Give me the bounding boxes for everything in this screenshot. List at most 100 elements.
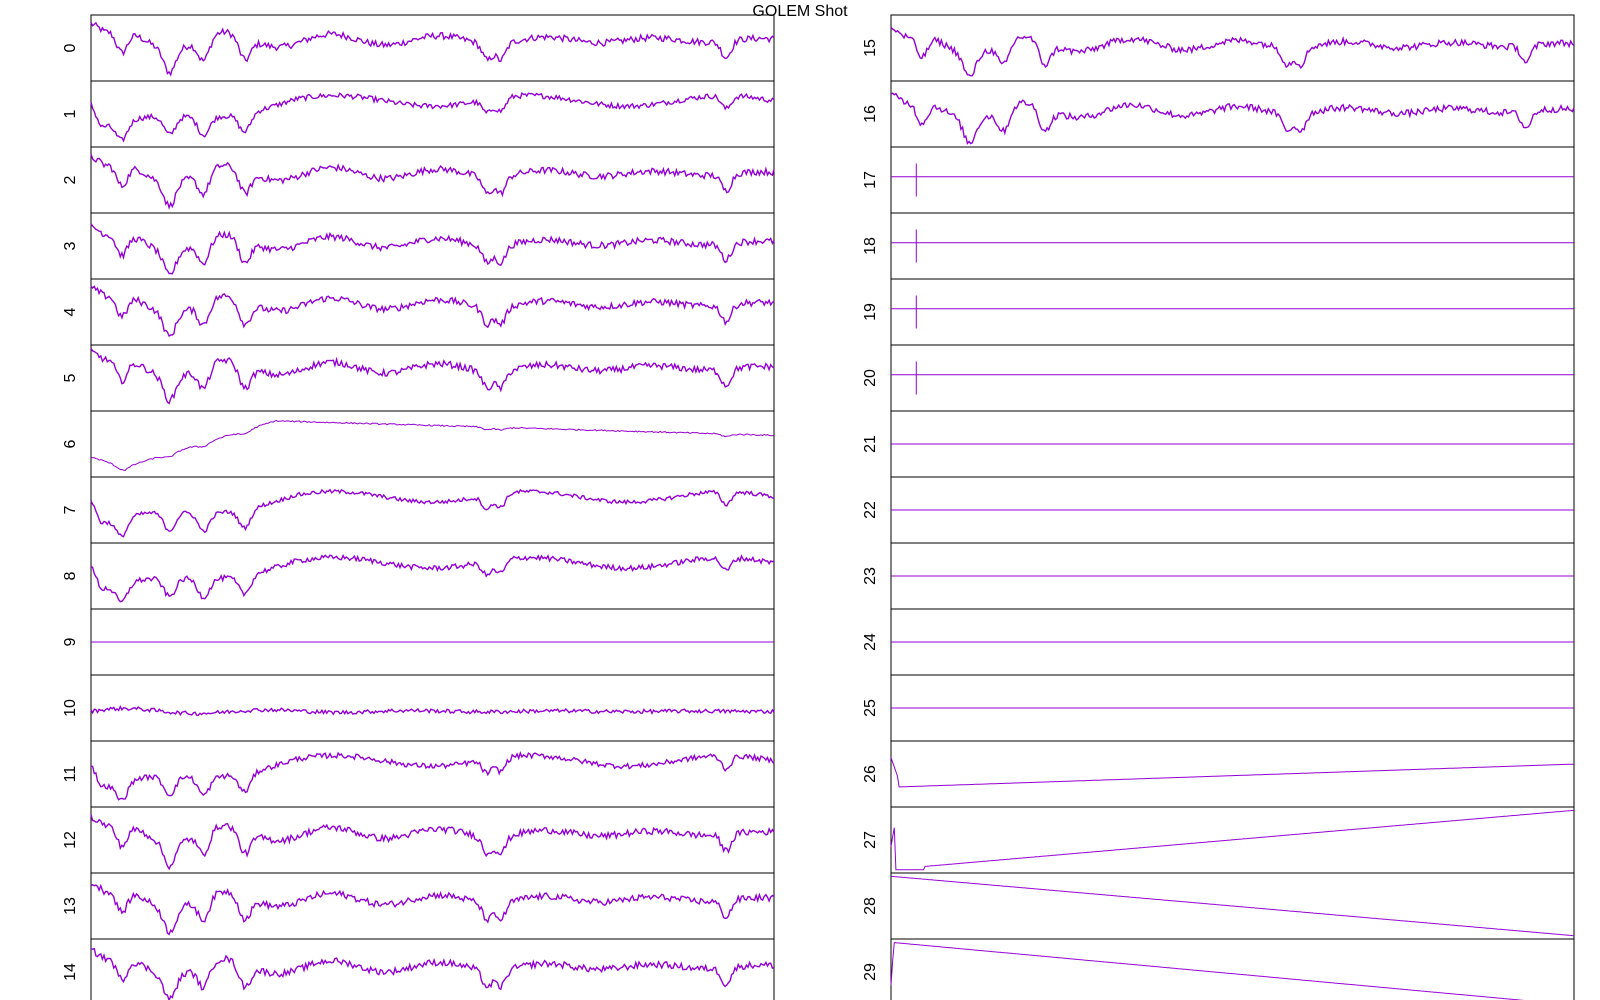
panel-2: 2 [62, 146, 775, 214]
panel-7: 7 [62, 476, 775, 544]
panel-label: 13 [62, 897, 79, 915]
panel-9: 9 [62, 608, 775, 676]
panel-label: 17 [862, 171, 879, 189]
panel-label: 4 [62, 307, 79, 316]
panel-label: 26 [862, 765, 879, 783]
panel-label: 27 [862, 831, 879, 849]
panel-1: 1 [62, 80, 775, 148]
series-line-29 [890, 942, 1526, 1000]
panel-frame [90, 542, 775, 610]
panel-frame [890, 344, 1575, 412]
panel-frame [90, 14, 775, 82]
panel-label: 7 [62, 505, 79, 514]
panel-14: 14 [62, 938, 775, 1000]
panel-frame [90, 938, 775, 1000]
series-line-12 [90, 814, 775, 871]
panel-label: 0 [62, 43, 79, 52]
panel-label: 6 [62, 439, 79, 448]
panel-0: 0 [62, 14, 775, 82]
panel-label: 16 [862, 105, 879, 123]
panel-8: 8 [62, 542, 775, 610]
panel-label: 19 [862, 303, 879, 321]
series-line-26 [890, 757, 1575, 788]
panel-label: 29 [862, 963, 879, 981]
series-line-8 [90, 553, 775, 603]
panel-3: 3 [62, 212, 775, 280]
panel-frame [90, 674, 775, 742]
series-line-2 [90, 153, 775, 210]
panel-23: 23 [862, 542, 1575, 610]
panel-frame [90, 212, 775, 280]
panel-frame [890, 14, 1575, 82]
series-line-5 [90, 347, 775, 405]
series-line-16 [890, 92, 1575, 145]
panel-26: 26 [862, 740, 1575, 808]
panel-16: 16 [862, 80, 1575, 148]
panel-frame [90, 278, 775, 346]
series-line-0 [90, 21, 775, 77]
panel-25: 25 [862, 674, 1575, 742]
panel-frame [90, 146, 775, 214]
panel-label: 3 [62, 241, 79, 250]
panel-label: 10 [62, 699, 79, 717]
panel-label: 25 [862, 699, 879, 717]
series-line-28 [890, 875, 1575, 937]
panel-frame [890, 212, 1575, 280]
series-line-15 [890, 26, 1575, 77]
panel-frame [890, 146, 1575, 214]
panel-label: 14 [62, 963, 79, 981]
chart-title: GOLEM Shot [752, 3, 848, 20]
series-line-10 [90, 704, 775, 717]
panel-6: 6 [62, 410, 775, 478]
series-line-4 [90, 285, 775, 338]
panel-frame [90, 80, 775, 148]
panel-label: 11 [62, 766, 79, 783]
panel-15: 15 [862, 14, 1575, 82]
panel-label: 8 [62, 571, 79, 580]
panel-18: 18 [862, 212, 1575, 280]
panel-21: 21 [862, 410, 1575, 478]
panel-frame [90, 410, 775, 478]
panel-13: 13 [62, 872, 775, 940]
series-line-27 [890, 809, 1575, 871]
panel-12: 12 [62, 806, 775, 874]
panel-28: 28 [862, 872, 1575, 940]
panel-11: 11 [62, 740, 775, 808]
panel-frame [90, 740, 775, 808]
panel-frame [890, 80, 1575, 148]
panel-5: 5 [62, 344, 775, 412]
panel-label: 15 [862, 39, 879, 57]
series-line-6 [90, 419, 775, 472]
panel-frame [890, 278, 1575, 346]
series-line-14 [90, 947, 775, 1000]
panel-17: 17 [862, 146, 1575, 214]
series-line-3 [90, 223, 775, 275]
panel-label: 28 [862, 897, 879, 915]
panel-19: 19 [862, 278, 1575, 346]
panel-22: 22 [862, 476, 1575, 544]
panel-24: 24 [862, 608, 1575, 676]
panel-10: 10 [62, 674, 775, 742]
panel-label: 20 [862, 369, 879, 387]
panel-label: 1 [62, 109, 79, 118]
panel-frame [890, 740, 1575, 808]
series-line-1 [90, 92, 775, 143]
panel-label: 22 [862, 501, 879, 519]
panel-label: 9 [62, 637, 79, 646]
panel-27: 27 [862, 806, 1575, 874]
panel-label: 2 [62, 175, 79, 184]
panel-frame [90, 872, 775, 940]
panel-29: 29 [862, 938, 1575, 1000]
panel-label: 24 [862, 633, 879, 651]
series-line-7 [90, 488, 775, 538]
panel-label: 12 [62, 831, 79, 849]
panel-frame [890, 938, 1575, 1000]
panel-4: 4 [62, 278, 775, 346]
panel-label: 5 [62, 373, 79, 382]
panel-label: 21 [862, 435, 879, 453]
panel-20: 20 [862, 344, 1575, 412]
panel-label: 18 [862, 237, 879, 255]
series-line-13 [90, 883, 775, 936]
panel-frame [90, 806, 775, 874]
